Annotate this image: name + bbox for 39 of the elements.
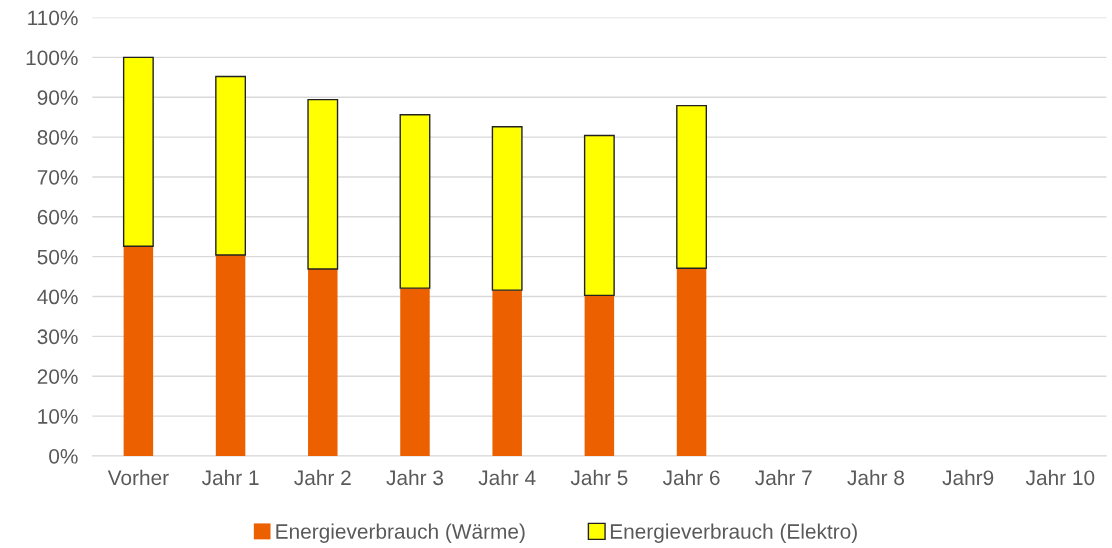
y-tick-label: 30% — [37, 329, 78, 345]
y-tick-label: 100% — [26, 50, 78, 66]
y-tick-label: 10% — [38, 409, 78, 424]
x-tick-label: Jahr 4 — [478, 469, 536, 486]
bar — [400, 288, 430, 456]
bar — [584, 295, 615, 456]
bar — [399, 114, 431, 289]
x-tick-label: Jahr 1 — [201, 469, 259, 486]
x-tick-label: Jahr 5 — [570, 469, 628, 486]
y-tick-label: 110% — [28, 10, 78, 26]
bar — [122, 56, 154, 247]
y-tick-label: 90% — [37, 90, 78, 105]
y-tick-label: 0% — [49, 448, 78, 464]
bar — [492, 290, 522, 456]
x-tick-label: Jahr 3 — [386, 469, 444, 486]
x-tick-label: Jahr 10 — [1025, 469, 1095, 486]
y-tick-label: 40% — [37, 289, 78, 305]
y-tick-label: 50% — [37, 249, 78, 265]
y-tick-label: 80% — [37, 130, 78, 145]
x-tick-label: Jahr9 — [942, 469, 994, 486]
legend-label: Energieverbrauch (Elektro) — [610, 523, 857, 543]
bar — [676, 104, 708, 269]
bar — [676, 268, 707, 456]
bar — [308, 269, 338, 456]
bar — [307, 98, 339, 270]
x-tick-label: Jahr 6 — [662, 469, 720, 486]
x-tick-label: Jahr 2 — [294, 469, 351, 486]
y-tick-label: 70% — [37, 169, 78, 185]
legend-label: Energieverbrauch (Wärme) — [276, 523, 525, 543]
bar — [123, 246, 154, 456]
bar — [215, 75, 247, 256]
y-tick-label: 20% — [37, 369, 78, 384]
bar — [491, 126, 523, 291]
y-tick-label: 60% — [37, 209, 78, 225]
bar — [215, 255, 246, 456]
x-tick-label: Jahr 7 — [755, 469, 812, 486]
x-tick-label: Jahr 8 — [847, 469, 904, 486]
x-tick-label: Vorher — [107, 469, 169, 486]
bar — [583, 134, 615, 297]
